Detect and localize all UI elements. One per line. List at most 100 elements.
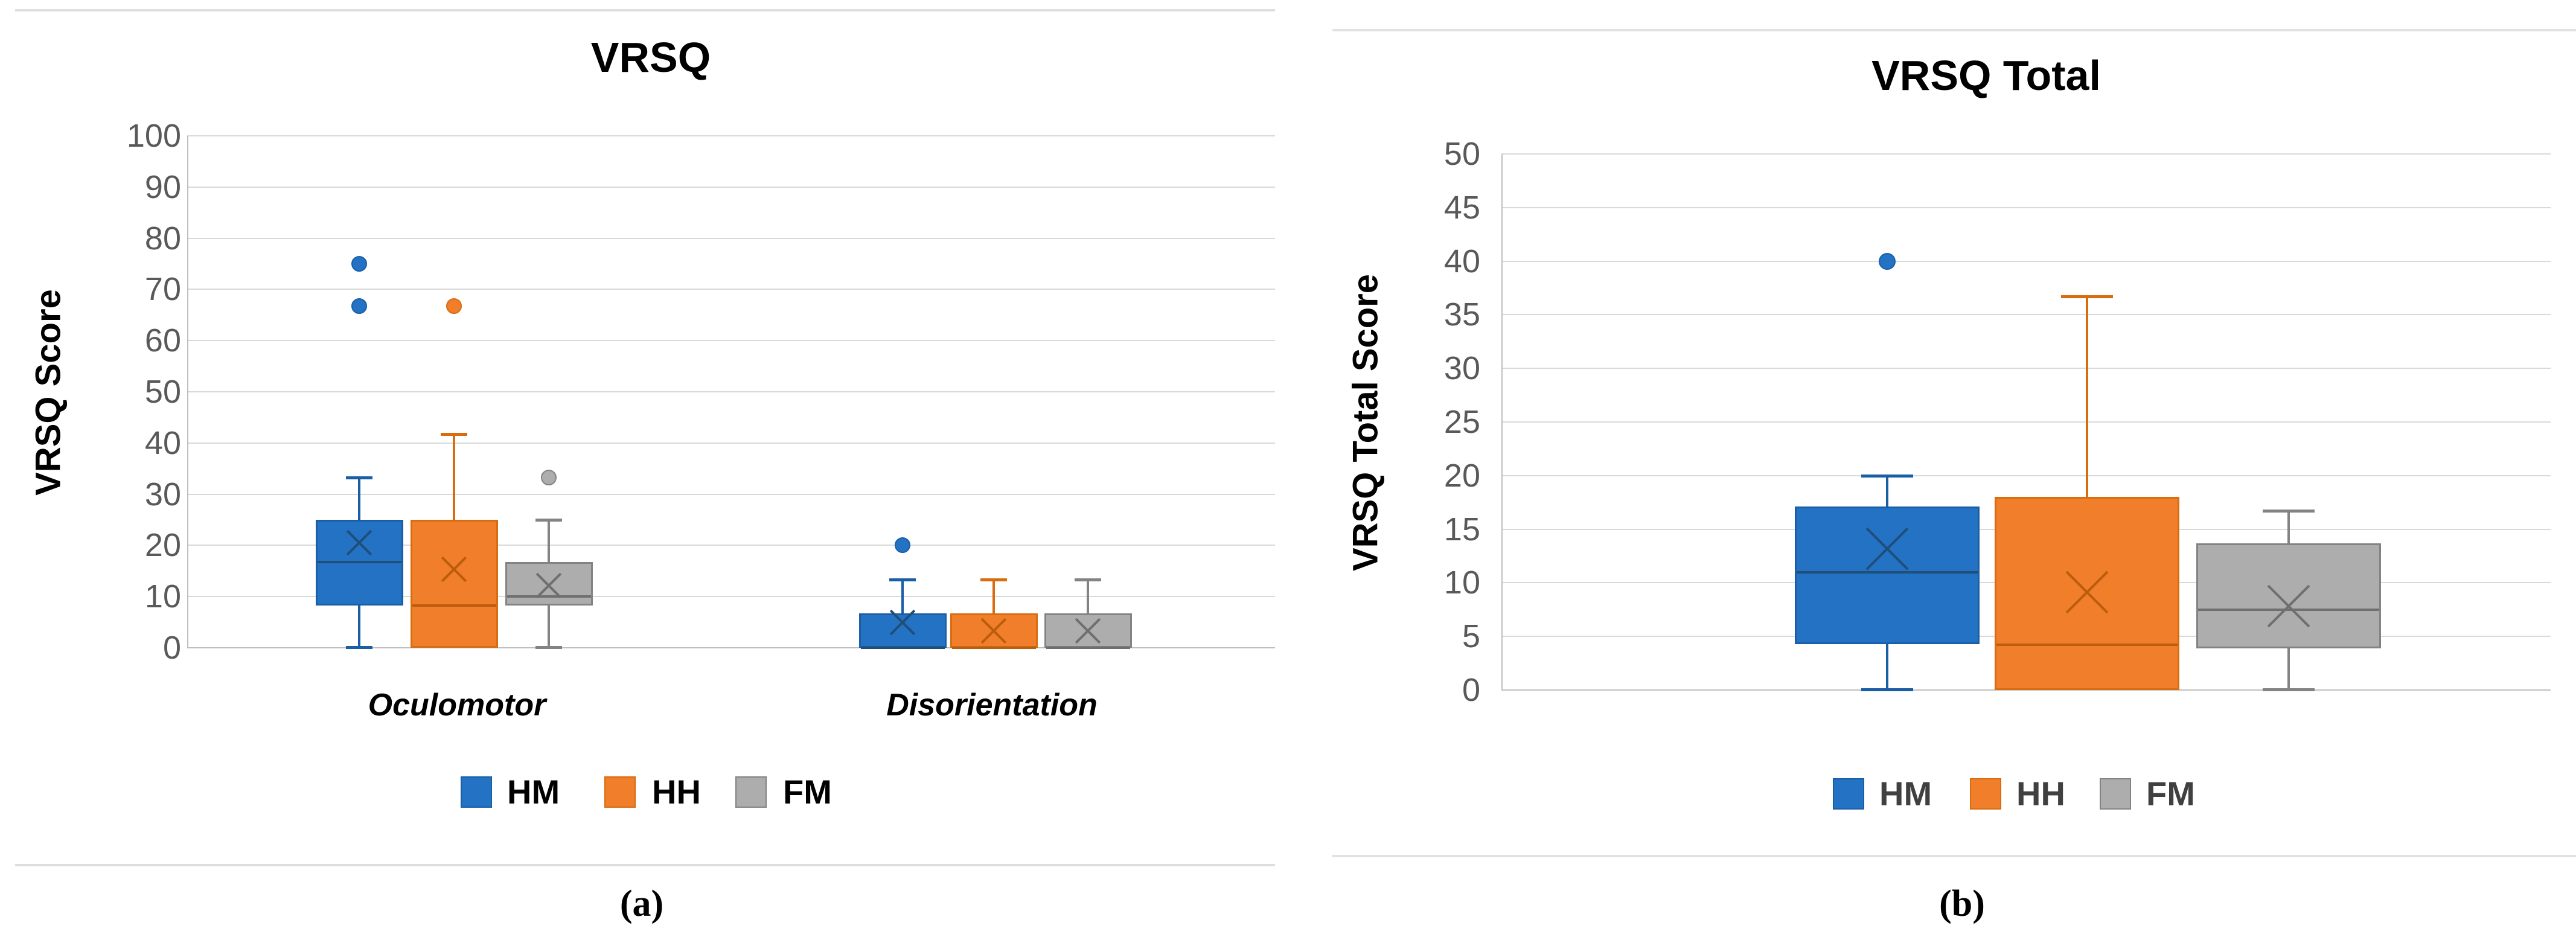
chart-a-category-disorientation: Disorientation [886, 688, 1098, 723]
chart-a-category-oculomotor: Oculomotor [368, 688, 546, 723]
y-tick-label-90: 90 [144, 168, 181, 205]
whisker-cap-HH [441, 433, 467, 436]
mean-x-marker-FM [532, 569, 566, 602]
whisker-cap-FM [535, 519, 562, 522]
whisker-cap-HM [1861, 688, 1913, 691]
legend-a-label-hm: HM [507, 773, 560, 811]
mean-x-marker-FM [2260, 577, 2318, 635]
y-axis-line [1501, 154, 1503, 690]
outlier-dot-HM [1879, 252, 1896, 270]
median-line-HH [412, 604, 496, 607]
y-tick-label-20: 20 [144, 527, 181, 564]
gridline-80 [187, 237, 1275, 239]
y-tick-label-50: 50 [144, 374, 181, 410]
mean-x-marker-HM [886, 606, 919, 639]
y-tick-label-70: 70 [144, 271, 181, 308]
mean-x-marker-HH [437, 552, 471, 586]
mean-x-marker-HM [1858, 520, 1916, 578]
chart-b-title: VRSQ Total [1871, 52, 2101, 99]
outlier-dot-FM [541, 469, 557, 485]
mean-x-marker-HM [342, 526, 376, 560]
y-tick-label-40: 40 [144, 424, 181, 461]
median-line-HH [951, 647, 1036, 649]
chart-b-plot-area [1501, 153, 2551, 691]
gridline-60 [187, 340, 1275, 342]
median-line-FM [1046, 647, 1130, 649]
y-tick-label-20: 20 [1443, 457, 1480, 494]
gridline-40 [1501, 260, 2551, 262]
y-tick-label-30: 30 [1443, 350, 1480, 387]
whisker-line-FM [2287, 648, 2290, 690]
mean-x-marker-HH [977, 614, 1011, 648]
whisker-line-HM [901, 580, 904, 614]
legend-a-swatch-fm [735, 776, 767, 808]
median-line-HM [317, 561, 401, 564]
median-line-HM [860, 647, 945, 649]
whisker-cap-FM [535, 646, 562, 649]
gridline-50 [187, 391, 1275, 392]
chart-b-y-axis-title: VRSQ Total Score [1346, 273, 1385, 572]
legend-b-label-hh: HH [2016, 775, 2065, 813]
y-tick-label-5: 5 [1462, 618, 1480, 655]
legend-a-swatch-hh [604, 776, 636, 808]
legend-b-label-hm: HM [1879, 775, 1932, 813]
panel-a-top-rule [15, 9, 1275, 11]
y-tick-label-35: 35 [1443, 296, 1480, 333]
chart-a-title: VRSQ [590, 34, 711, 81]
y-tick-label-25: 25 [1443, 404, 1480, 440]
box-HM-disorientation [858, 613, 947, 648]
median-line-HM [1797, 570, 1978, 574]
outlier-dot-HM [351, 256, 367, 272]
whisker-line-HM [358, 477, 360, 520]
whisker-line-HM [1886, 475, 1888, 507]
chart-a-plot-area [187, 135, 1275, 649]
gridline-20 [1501, 475, 2551, 476]
box-HH-oculomotor [410, 520, 498, 648]
panel-b-bottom-rule [1332, 855, 2576, 857]
median-line-FM [2198, 608, 2379, 611]
median-line-HH [1996, 644, 2178, 647]
whisker-line-FM [2287, 511, 2290, 543]
whisker-cap-FM [2263, 510, 2315, 513]
gridline-50 [1501, 153, 2551, 155]
gridline-30 [1501, 368, 2551, 369]
whisker-cap-HM [346, 476, 372, 479]
caption-a: (a) [619, 883, 664, 924]
gridline-45 [1501, 206, 2551, 208]
y-tick-label-10: 10 [1443, 564, 1480, 601]
y-axis-line [187, 136, 188, 648]
y-tick-label-80: 80 [144, 220, 181, 257]
gridline-90 [187, 186, 1275, 188]
whisker-line-HH [992, 580, 995, 614]
gridline-10 [187, 596, 1275, 598]
whisker-cap-HH [980, 578, 1007, 582]
legend-a-label-fm: FM [783, 773, 832, 811]
panel-a-bottom-rule [15, 864, 1275, 866]
y-tick-label-50: 50 [1443, 136, 1480, 172]
mean-x-marker-FM [1071, 614, 1105, 648]
whisker-line-HH [2086, 296, 2088, 497]
y-tick-label-60: 60 [144, 322, 181, 359]
y-tick-label-10: 10 [144, 578, 181, 615]
gridline-25 [1501, 421, 2551, 423]
legend-b-label-fm: FM [2146, 775, 2195, 813]
whisker-line-HM [1886, 644, 1888, 690]
whisker-line-HM [358, 605, 360, 648]
whisker-cap-HH [2061, 295, 2113, 299]
y-tick-label-0: 0 [1462, 672, 1480, 708]
legend-a-label-hh: HH [652, 773, 701, 811]
chart-a-y-axis-title: VRSQ Score [28, 289, 68, 496]
outlier-dot-HH [446, 298, 462, 315]
y-tick-label-40: 40 [1443, 243, 1480, 280]
outlier-dot-HM [351, 298, 367, 315]
gridline-35 [1501, 314, 2551, 316]
whisker-line-FM [548, 520, 550, 563]
y-tick-label-45: 45 [1443, 189, 1480, 226]
whisker-line-HH [453, 434, 455, 520]
gridline-40 [187, 442, 1275, 444]
box-HM [1795, 507, 1980, 644]
gridline-0 [1501, 689, 2551, 691]
y-tick-label-100: 100 [126, 118, 181, 154]
y-tick-label-15: 15 [1443, 511, 1480, 548]
